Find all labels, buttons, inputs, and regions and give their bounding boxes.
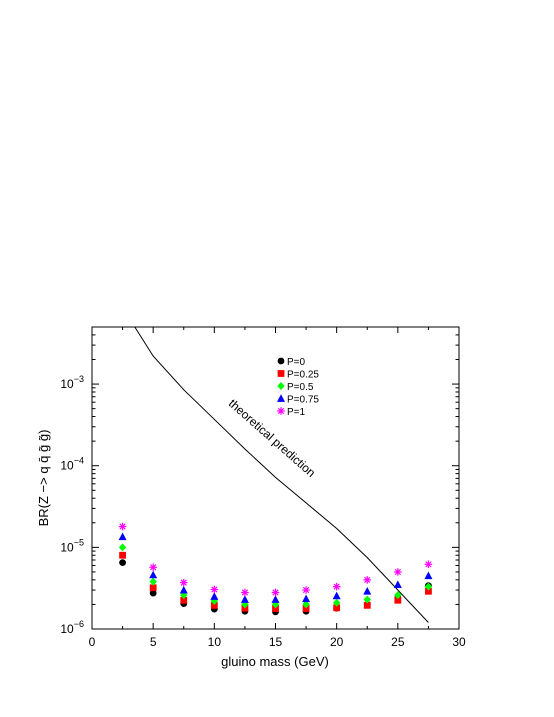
star-stroke <box>150 564 157 571</box>
point-p-0-75 <box>424 571 433 580</box>
point-p-1 <box>271 588 280 597</box>
point-p-0-5 <box>363 595 371 604</box>
point-p-1 <box>149 563 157 572</box>
x-axis-title: gluino mass (GeV) <box>221 654 329 669</box>
point-p-0-25 <box>180 596 188 604</box>
point-p-0-75 <box>210 592 219 600</box>
point-p-0-5 <box>118 543 127 552</box>
x-tick-label: 10 <box>208 635 222 649</box>
y-tick-label: 10−5 <box>60 537 84 554</box>
point-p-1 <box>332 582 341 591</box>
point-p-0-75 <box>179 585 188 594</box>
point-p-0-25 <box>119 551 126 559</box>
point-p-1 <box>424 560 433 569</box>
point-p-0-75 <box>271 595 280 603</box>
star-stroke <box>180 579 187 586</box>
legend-label: P=0.5 <box>287 382 314 393</box>
theoretical-prediction-line <box>134 326 429 623</box>
y-tick-label: 10−3 <box>60 374 84 391</box>
x-tick-label: 0 <box>89 635 96 649</box>
legend-marker-p-0 <box>277 357 285 365</box>
point-p-0-25 <box>149 584 157 592</box>
x-tick-label: 5 <box>150 635 157 649</box>
axis-ticks: 0 5 10 15 20 25 30 10−6 10−5 10−4 10−3 <box>60 327 466 649</box>
point-p-1 <box>394 568 402 576</box>
star-stroke <box>211 586 218 593</box>
point-p-1 <box>241 588 249 597</box>
star-stroke <box>302 586 310 594</box>
x-tick-label: 15 <box>269 635 283 649</box>
point-p-1 <box>302 586 310 594</box>
legend-marker-p-0-5 <box>277 382 285 390</box>
star-stroke <box>425 561 432 568</box>
point-p-0-25 <box>210 601 218 609</box>
point-p-0-5 <box>332 598 341 607</box>
x-tick-label: 25 <box>391 635 405 649</box>
star-stroke <box>364 576 371 583</box>
point-p-0-75 <box>302 594 311 603</box>
legend-marker-p-0-75 <box>277 394 285 402</box>
legend-marker-p-1 <box>277 407 285 415</box>
legend-label: P=0 <box>287 357 306 368</box>
y-axis-title: BR(Z −> q q̄ g̃ g̃) <box>36 430 51 527</box>
legend-label: P=0.25 <box>287 370 319 381</box>
legend-label: P=1 <box>287 407 306 418</box>
x-tick-label: 20 <box>330 635 344 649</box>
point-p-0-5 <box>394 591 402 600</box>
legend: P=0 P=0.25P=0.5 P=0.75P=1 <box>277 357 319 418</box>
point-p-0-25 <box>302 605 310 612</box>
legend-marker-p-0-25 <box>277 370 285 377</box>
point-p-0-75 <box>240 595 249 603</box>
star-stroke <box>272 589 279 596</box>
point-p-0-25 <box>394 596 402 604</box>
legend-label: P=0.75 <box>287 395 319 406</box>
point-p-0-25 <box>363 601 371 609</box>
star-stroke <box>119 523 126 530</box>
y-tick-label: 10−6 <box>60 619 84 636</box>
point-p-0-75 <box>118 532 127 541</box>
star-stroke <box>333 583 340 590</box>
data-points <box>118 522 433 616</box>
point-p-0-5 <box>424 582 433 591</box>
point-p-0-25 <box>272 605 279 612</box>
point-p-0-5 <box>180 591 188 600</box>
point-p-0-75 <box>363 587 372 595</box>
point-p-1 <box>363 576 372 584</box>
point-p-0-25 <box>333 604 341 612</box>
point-p-1 <box>210 585 219 594</box>
point-p-1 <box>179 578 188 587</box>
point-p-0-5 <box>149 577 157 586</box>
point-p-0-25 <box>425 587 432 595</box>
star-stroke <box>241 589 249 596</box>
point-p-0-75 <box>332 591 341 600</box>
theoretical-curve-group <box>134 326 429 623</box>
star-stroke <box>394 568 401 576</box>
x-tick-label: 30 <box>452 635 466 649</box>
point-p-0 <box>119 559 126 567</box>
point-p-0-5 <box>302 600 310 609</box>
point-p-0 <box>149 589 157 597</box>
point-p-0-75 <box>393 580 402 588</box>
y-tick-label: 10−4 <box>60 456 84 473</box>
point-p-1 <box>118 522 127 531</box>
point-p-0-75 <box>149 570 158 579</box>
star-stroke <box>277 407 285 415</box>
